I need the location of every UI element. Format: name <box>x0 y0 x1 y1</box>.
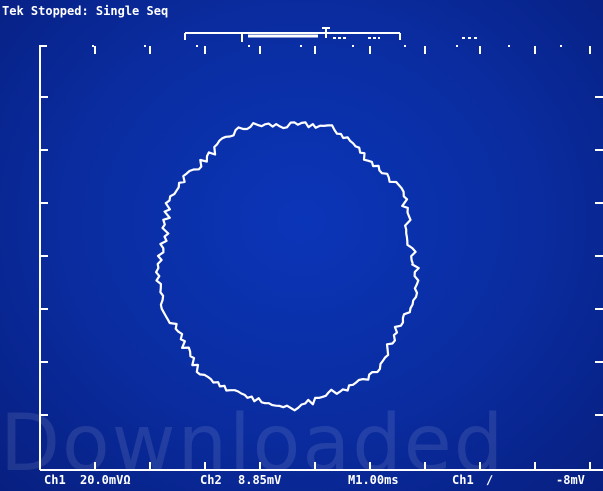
channel-readout-bar: Ch1 20.0mVΩ Ch2 8.85mV M1.00ms Ch1 ∕ -8m… <box>0 470 603 490</box>
graticule-left-ticks <box>40 96 48 416</box>
xy-trace <box>155 121 420 412</box>
graticule-right-ticks <box>595 96 603 416</box>
acquisition-status: Tek Stopped: Single Seq <box>2 4 169 18</box>
graticule-bottom-ticks <box>39 462 591 470</box>
ch1-scale: 20.0mVΩ <box>80 473 131 487</box>
trigger-level: -8mV <box>556 473 585 487</box>
ch2-label: Ch2 <box>200 473 222 487</box>
trigger-source: Ch1 <box>452 473 474 487</box>
ch1-label: Ch1 <box>44 473 66 487</box>
ch2-scale: 8.85mV <box>238 473 282 487</box>
time-base: M1.00ms <box>348 473 399 487</box>
graticule <box>39 45 603 471</box>
trigger-slope-icon: ∕ <box>486 473 494 487</box>
record-window-bracket-icon <box>184 32 401 42</box>
trigger-marker-icon <box>322 27 478 39</box>
graticule-top-ticks <box>39 46 591 54</box>
